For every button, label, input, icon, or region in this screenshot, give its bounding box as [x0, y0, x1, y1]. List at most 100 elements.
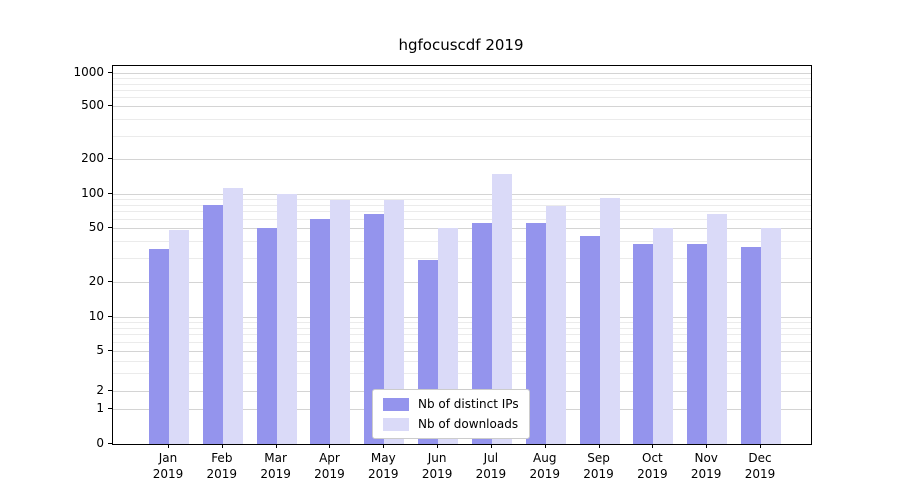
- bar-distinct-ips: [579, 235, 600, 444]
- x-tick-mark: [221, 444, 223, 448]
- x-tick-mark: [275, 444, 277, 448]
- legend: Nb of distinct IPs Nb of downloads: [372, 389, 530, 439]
- legend-swatch-distinct-ips: [383, 397, 409, 411]
- bar-distinct-ips: [471, 223, 492, 444]
- bar-distinct-ips: [687, 244, 708, 444]
- y-tick-label: 500: [81, 98, 104, 112]
- minor-gridline: [113, 89, 811, 91]
- legend-swatch-downloads: [383, 417, 409, 431]
- bar-distinct-ips: [256, 228, 277, 444]
- y-tick-mark: [108, 408, 112, 409]
- x-tick-mark: [329, 444, 331, 448]
- x-tick-label: Jan 2019: [152, 451, 184, 481]
- major-gridline: [113, 351, 811, 352]
- minor-gridline: [113, 78, 811, 80]
- x-tick-mark: [598, 444, 600, 448]
- bar-downloads: [707, 213, 728, 444]
- y-tick-mark: [108, 390, 112, 391]
- plot-area: [112, 65, 812, 445]
- y-tick-label: 50: [88, 220, 104, 234]
- y-tick-mark: [108, 158, 112, 159]
- minor-gridline: [113, 360, 811, 362]
- minor-gridline: [113, 373, 811, 375]
- minor-gridline: [113, 83, 811, 85]
- y-tick-label: 2: [96, 383, 104, 397]
- y-tick-label: 5: [96, 343, 104, 357]
- bar-distinct-ips: [741, 247, 762, 444]
- y-tick-mark: [108, 193, 112, 194]
- x-tick-mark: [437, 444, 439, 448]
- minor-gridline: [113, 118, 811, 120]
- x-tick-mark: [490, 444, 492, 448]
- minor-gridline: [113, 258, 811, 260]
- minor-gridline: [113, 327, 811, 329]
- x-tick-label: May 2019: [367, 451, 399, 481]
- bar-downloads: [330, 200, 351, 444]
- y-tick-mark: [108, 281, 112, 282]
- legend-label-downloads: Nb of downloads: [418, 417, 519, 431]
- legend-label-distinct-ips: Nb of distinct IPs: [418, 397, 519, 411]
- minor-gridline: [113, 241, 811, 243]
- major-gridline: [113, 317, 811, 318]
- bar-downloads: [761, 228, 782, 444]
- legend-item-downloads: Nb of downloads: [383, 417, 519, 431]
- y-tick-label: 20: [88, 274, 104, 288]
- y-tick-label: 100: [81, 186, 104, 200]
- minor-gridline: [113, 334, 811, 336]
- bar-distinct-ips: [364, 213, 385, 444]
- bar-distinct-ips: [633, 244, 654, 444]
- major-gridline: [113, 106, 811, 107]
- major-gridline: [113, 282, 811, 283]
- bar-downloads: [276, 194, 297, 444]
- y-tick-mark: [108, 227, 112, 228]
- y-tick-label: 1: [96, 401, 104, 415]
- bar-downloads: [169, 230, 189, 444]
- bar-downloads: [545, 206, 566, 444]
- x-tick-label: Apr 2019: [314, 451, 345, 481]
- y-tick-mark: [108, 316, 112, 317]
- y-tick-mark: [108, 350, 112, 351]
- bar-distinct-ips: [310, 219, 331, 444]
- x-tick-mark: [652, 444, 654, 448]
- major-gridline: [113, 194, 811, 195]
- minor-gridline: [113, 204, 811, 206]
- major-gridline: [113, 159, 811, 160]
- major-gridline: [113, 228, 811, 229]
- bar-downloads: [599, 197, 620, 444]
- bar-downloads: [222, 187, 243, 444]
- chart-title: hgfocuscdf 2019: [398, 36, 524, 54]
- y-tick-label: 10: [88, 309, 104, 323]
- x-tick-label: Feb 2019: [206, 451, 238, 481]
- x-tick-label: Sep 2019: [583, 451, 614, 481]
- x-tick-mark: [706, 444, 708, 448]
- x-tick-label: Nov 2019: [690, 451, 722, 481]
- x-tick-label: Oct 2019: [637, 451, 668, 481]
- x-tick-label: Mar 2019: [260, 451, 291, 481]
- y-tick-label: 1000: [73, 65, 104, 79]
- x-tick-label: Aug 2019: [529, 451, 560, 481]
- legend-item-distinct-ips: Nb of distinct IPs: [383, 397, 519, 411]
- x-tick-label: Dec 2019: [744, 451, 776, 481]
- minor-gridline: [113, 211, 811, 213]
- major-gridline: [113, 73, 811, 74]
- minor-gridline: [113, 219, 811, 221]
- bar-downloads: [384, 200, 405, 444]
- bar-downloads: [653, 228, 674, 444]
- minor-gridline: [113, 135, 811, 137]
- bar-distinct-ips: [202, 204, 223, 444]
- y-tick-mark: [108, 72, 112, 73]
- x-tick-mark: [168, 444, 169, 448]
- bar-distinct-ips: [149, 249, 169, 444]
- x-tick-label: Jun 2019: [421, 451, 453, 481]
- y-tick-mark: [108, 105, 112, 106]
- minor-gridline: [113, 199, 811, 201]
- x-tick-mark: [383, 444, 385, 448]
- bar-downloads: [491, 173, 512, 444]
- bar-distinct-ips: [525, 223, 546, 444]
- y-tick-label: 200: [81, 151, 104, 165]
- minor-gridline: [113, 342, 811, 344]
- minor-gridline: [113, 322, 811, 324]
- x-tick-mark: [544, 444, 546, 448]
- x-tick-label: Jul 2019: [475, 451, 507, 481]
